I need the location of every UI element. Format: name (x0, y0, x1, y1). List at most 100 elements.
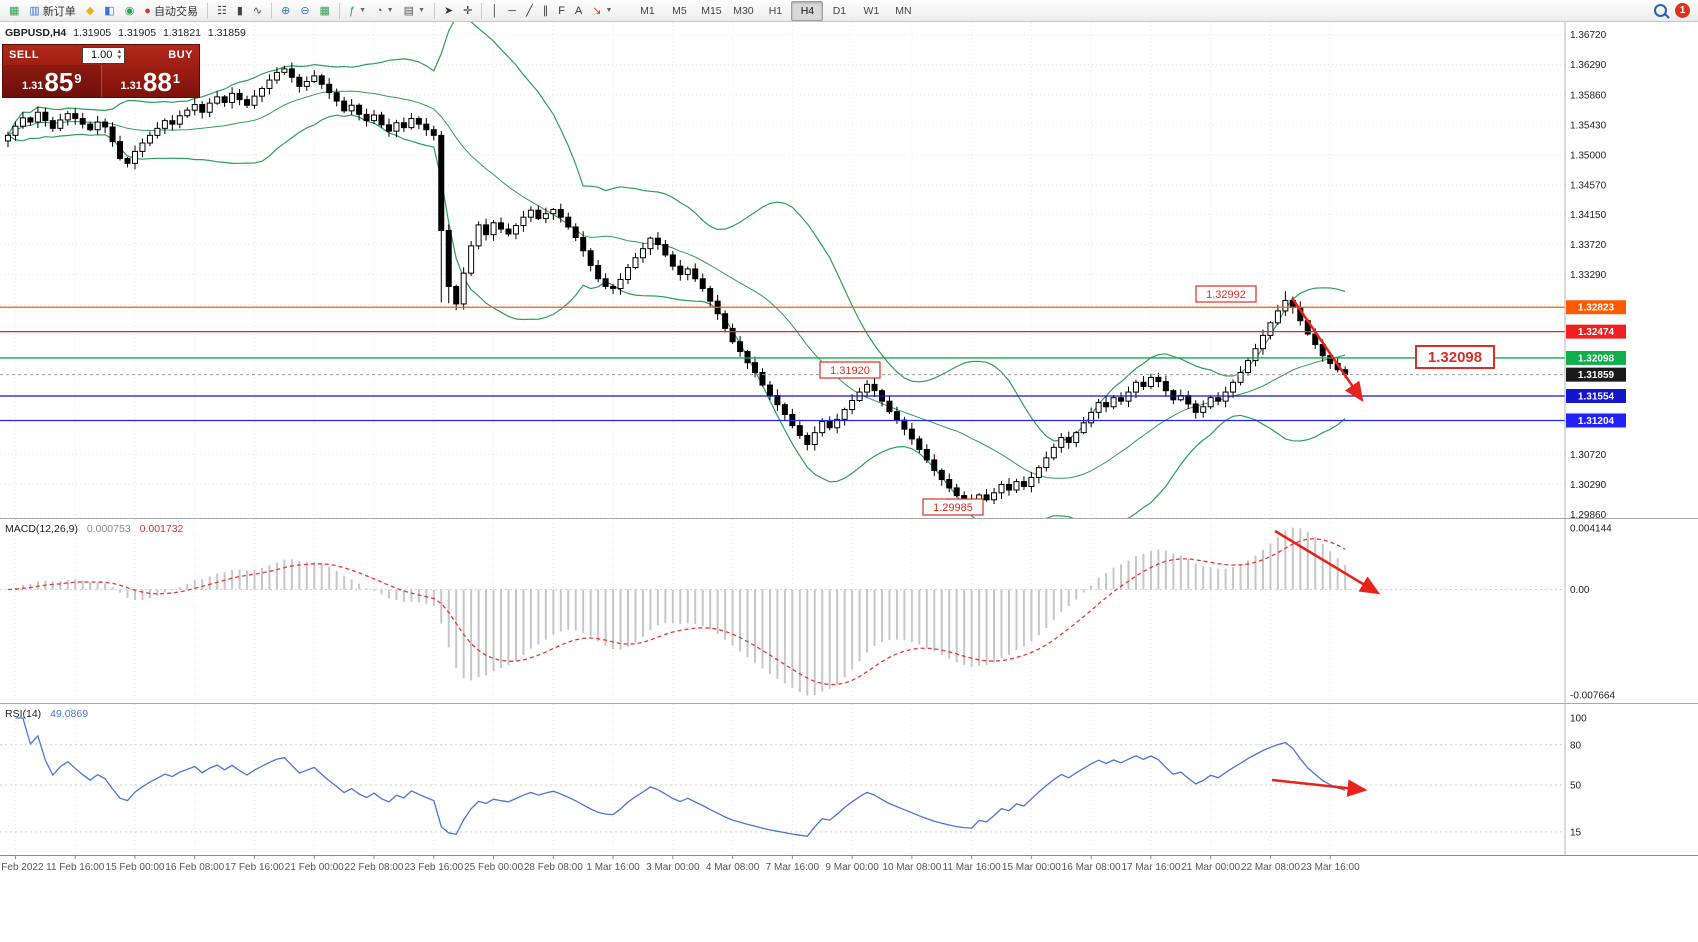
chart-bars-icon[interactable]: ☷ (212, 1, 232, 21)
buy-price-small: 1.31 (120, 80, 142, 92)
svg-text:7 Mar 16:00: 7 Mar 16:00 (766, 862, 820, 873)
rsi-name: RSI(14) (5, 708, 42, 720)
timeframe-m15[interactable]: M15 (701, 4, 722, 17)
svg-text:22 Feb 08:00: 22 Feb 08:00 (345, 862, 404, 873)
new-order-button: ▥ (29, 4, 40, 17)
price-tag-1.32823[interactable]: 1.32823 (1566, 300, 1626, 315)
buy-price-button[interactable]: 1.31 88 1 (102, 65, 200, 97)
svg-text:0.004144: 0.004144 (1570, 524, 1612, 535)
new-chart-icon[interactable]: ▦ (4, 1, 24, 21)
price-tag-1.31204[interactable]: 1.31204 (1566, 413, 1626, 428)
svg-text:1.29860: 1.29860 (1570, 510, 1607, 518)
arrows-tool-icon[interactable]: ↘ ▼ (587, 1, 617, 21)
one-click-trade-panel: SELL 1.00 ▲ ▼ BUY 1.31 85 9 1.31 88 1 (2, 44, 200, 98)
panel-separator[interactable] (0, 518, 1698, 519)
zoom-in-icon[interactable]: ⊕ (276, 1, 295, 21)
chevron-down-icon[interactable]: ▼ (605, 7, 613, 14)
text-tool-icon[interactable]: A (570, 1, 587, 21)
market-watch-icon: ◆ (85, 4, 95, 17)
trendline-icon[interactable]: ╱ (521, 1, 538, 21)
timeframe-m5[interactable]: M5 (672, 4, 687, 17)
timeframe-w1[interactable]: W1 (863, 4, 880, 17)
indicators-icon: ƒ (348, 4, 356, 17)
indicators-icon[interactable]: ƒ ▼ (344, 1, 371, 21)
svg-text:1.32474: 1.32474 (1578, 327, 1615, 338)
downtrend-arrow[interactable] (1290, 297, 1364, 403)
svg-text:100: 100 (1570, 714, 1587, 725)
svg-text:15: 15 (1570, 827, 1582, 838)
svg-text:-0.007664: -0.007664 (1570, 691, 1615, 702)
rsi-down-arrow[interactable] (1271, 778, 1368, 797)
tile-windows-icon[interactable]: ▦ (315, 1, 335, 21)
svg-text:15 Mar 00:00: 15 Mar 00:00 (1002, 862, 1061, 873)
periods-icon: ◔ (376, 4, 383, 17)
timeframe-m30[interactable]: M30 (733, 4, 754, 17)
rsi-panel-canvas[interactable]: 100 80 50 15 (0, 704, 1698, 855)
horizontal-line-icon[interactable]: ─ (503, 1, 521, 21)
timeframe-m1[interactable]: M1 (640, 4, 655, 17)
channel-icon[interactable]: ∥ (538, 1, 554, 21)
main-chart-canvas[interactable]: 1.36720 1.36290 1.35860 1.35430 1.35000 1.345… (0, 22, 1698, 518)
horizontal-level-lines[interactable] (0, 306, 1565, 422)
data-window-icon[interactable]: ◧ (99, 1, 119, 21)
macd-grid (0, 519, 1565, 703)
macd-histogram (14, 527, 1347, 696)
price-callout-1.29985[interactable]: 1.29985 (922, 498, 984, 516)
chevron-down-icon[interactable]: ▼ (386, 7, 394, 14)
timeframe-h1[interactable]: H1 (768, 4, 783, 17)
chart-line-icon[interactable]: ∿ (248, 1, 267, 21)
svg-text:1.30720: 1.30720 (1570, 450, 1607, 461)
svg-text:16 Mar 08:00: 16 Mar 08:00 (1062, 862, 1121, 873)
svg-text:1.31859: 1.31859 (1578, 370, 1615, 381)
price-tag-1.32098[interactable]: 1.32098 (1566, 350, 1626, 365)
svg-text:10 Mar 08:00: 10 Mar 08:00 (882, 862, 941, 873)
search-icon[interactable] (1654, 4, 1667, 17)
fibonacci-icon[interactable]: F (553, 1, 570, 21)
arrows-tool-icon: ↘ (592, 4, 602, 17)
volume-stepper[interactable]: 1.00 ▲ ▼ (82, 46, 126, 64)
timeframe-d1[interactable]: D1 (832, 4, 847, 17)
price-tag-1.32474[interactable]: 1.32474 (1566, 324, 1626, 339)
price-callout-1.31920[interactable]: 1.31920 (819, 361, 881, 379)
timeframe-mn[interactable]: MN (895, 4, 912, 17)
market-watch-icon[interactable]: ◆ (81, 1, 99, 21)
macd-down-arrow[interactable] (1274, 529, 1381, 595)
price-callout-1.32992[interactable]: 1.32992 (1195, 285, 1257, 303)
new-chart-icon: ▦ (9, 4, 20, 17)
svg-text:1.33720: 1.33720 (1570, 240, 1607, 251)
autotrading-button[interactable]: ● 自动交易 (139, 1, 203, 21)
panel-separator[interactable] (0, 703, 1698, 704)
big-price-label[interactable]: 1.32098 (1415, 345, 1495, 369)
buy-button[interactable]: BUY (168, 49, 193, 61)
svg-text:1.32098: 1.32098 (1428, 349, 1482, 366)
cursor-icon[interactable]: ➤ (439, 1, 458, 21)
chevron-down-icon[interactable]: ▼ (418, 7, 425, 14)
toolbar: ▦ ▥ 新订单 ◆ ◧ ◉ ● 自动交易 ☷ ▮ ∿ ⊕ ⊖ ▦ ƒ ▼ ◔ ▼ ▤ ▼ ➤ ✛ │ ─ ╱ ∥ F A ↘ ▼ M1 M5 M… (0, 0, 1698, 22)
svg-text:0.00: 0.00 (1570, 585, 1590, 596)
new-order-button[interactable]: ▥ 新订单 (24, 1, 80, 21)
vertical-line-icon[interactable]: │ (486, 1, 503, 21)
zoom-out-icon[interactable]: ⊖ (295, 1, 314, 21)
periods-icon[interactable]: ◔ ▼ (371, 1, 399, 21)
chevron-down-icon[interactable]: ▼ (359, 7, 367, 14)
fibonacci-icon: F (558, 4, 565, 17)
tile-windows-icon: ▦ (319, 4, 330, 17)
templates-icon[interactable]: ▤ ▼ (399, 1, 430, 21)
price-tag-1.31554[interactable]: 1.31554 (1566, 388, 1626, 403)
crosshair-icon[interactable]: ✛ (458, 1, 477, 21)
macd-panel-canvas[interactable]: 0.004144 0.00 -0.007664 (0, 519, 1698, 703)
terminal-icon[interactable]: ◉ (120, 1, 140, 21)
sell-button[interactable]: SELL (9, 49, 40, 61)
timeframe-h4[interactable]: H4 (791, 0, 824, 21)
sell-price-button[interactable]: 1.31 85 9 (3, 65, 102, 97)
notification-badge[interactable]: 1 (1675, 3, 1690, 18)
cursor-icon: ➤ (443, 4, 454, 17)
chart-candles-icon[interactable]: ▮ (232, 1, 248, 21)
svg-text:17 Mar 16:00: 17 Mar 16:00 (1121, 862, 1180, 873)
current-price-tag[interactable]: 1.31859 (1566, 367, 1626, 382)
volume-value[interactable]: 1.00 (91, 49, 113, 61)
volume-spinner-icons[interactable]: ▲ ▼ (116, 49, 123, 61)
chart-low: 1.31821 (162, 27, 201, 39)
